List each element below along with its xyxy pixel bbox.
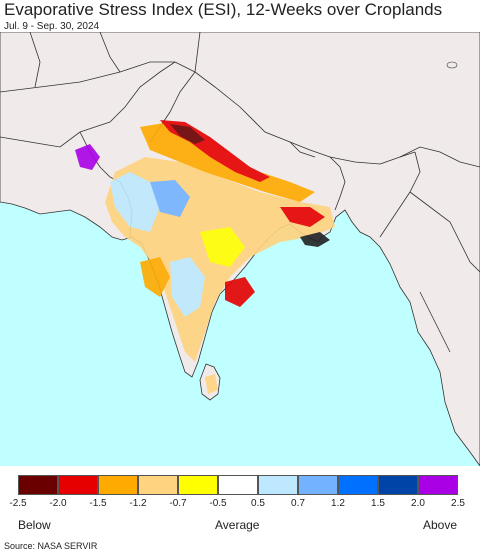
legend-tick-label: -2.0 [49, 498, 67, 509]
country-borders [0, 32, 480, 353]
legend-swatch [418, 475, 458, 495]
legend-swatch [298, 475, 338, 495]
legend-tick-label: -0.7 [169, 498, 187, 509]
esi-pattern [75, 120, 335, 394]
legend-tick-label: 1.2 [331, 498, 345, 509]
legend-tick-label: 0.5 [251, 498, 265, 509]
legend-above-label: Above [423, 518, 458, 532]
legend-tick-label: -1.2 [129, 498, 147, 509]
legend-swatch [98, 475, 138, 495]
legend-tick-label: -1.5 [89, 498, 107, 509]
map-title: Evaporative Stress Index (ESI), 12-Weeks… [4, 0, 443, 19]
legend-tick-label: 2.0 [411, 498, 425, 509]
legend-swatch [58, 475, 98, 495]
legend-average-label: Average [215, 518, 260, 532]
legend-swatch [138, 475, 178, 495]
island [446, 61, 458, 69]
legend-swatch [338, 475, 378, 495]
legend-tick-label: 1.5 [371, 498, 385, 509]
esi-map [0, 32, 480, 466]
map-subtitle: Jul. 9 - Sep. 30, 2024 [4, 21, 100, 32]
legend-swatch [218, 475, 258, 495]
legend-below-label: Below [18, 518, 51, 532]
legend-tick-label: 2.5 [451, 498, 465, 509]
legend-swatch [258, 475, 298, 495]
legend-swatch [378, 475, 418, 495]
legend-tick-label: 0.7 [291, 498, 305, 509]
legend-swatch [18, 475, 58, 495]
source-credit: Source: NASA SERVIR [4, 541, 98, 551]
legend-tick-label: -0.5 [209, 498, 227, 509]
legend-swatch [178, 475, 218, 495]
legend-tick-label: -2.5 [9, 498, 27, 509]
